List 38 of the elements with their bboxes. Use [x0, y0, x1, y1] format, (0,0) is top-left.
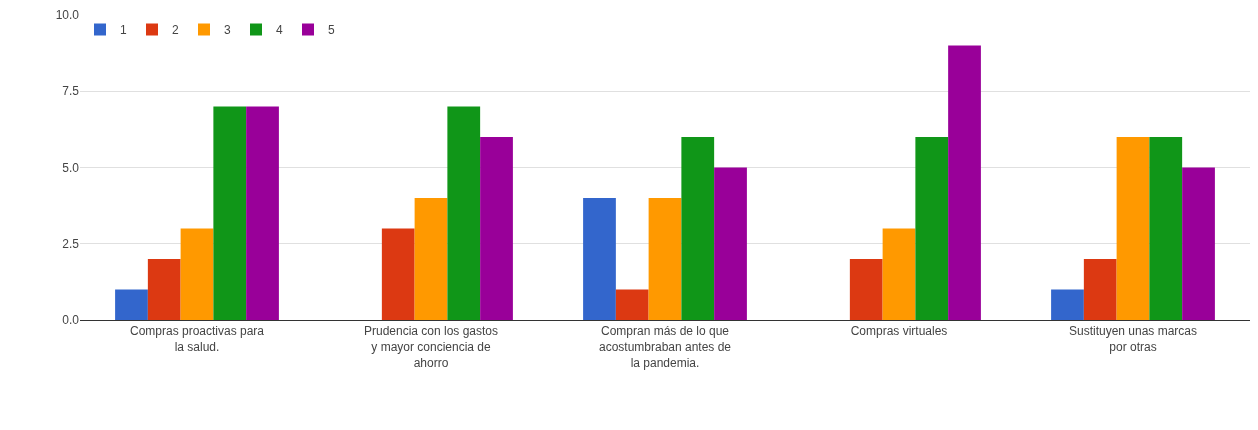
bar	[681, 137, 715, 320]
bar	[648, 198, 682, 320]
legend-label: 5	[328, 23, 335, 38]
y-tick-label: 10.0	[55, 8, 80, 23]
bar	[882, 228, 916, 320]
bar	[180, 228, 214, 320]
bar	[381, 228, 415, 320]
bar	[115, 289, 148, 320]
legend-label: 1	[120, 23, 127, 38]
bar	[480, 137, 513, 320]
y-tick-label: 0.0	[62, 313, 80, 328]
x-tick-label: Compras virtuales	[850, 324, 948, 339]
bar	[1051, 289, 1084, 320]
legend-label: 2	[172, 23, 179, 38]
y-tick-label: 7.5	[62, 84, 80, 99]
bar	[849, 259, 883, 320]
bar	[1083, 259, 1117, 320]
y-tick-label: 2.5	[62, 236, 80, 251]
x-tick-label: Compran más de lo que acostumbraban antes de la pandemia.	[598, 324, 732, 370]
legend-label: 4	[276, 23, 283, 38]
bar	[213, 106, 247, 320]
x-tick-label: Prudencia con los gastos y mayor conciencia de ahorro	[363, 324, 499, 370]
bar	[915, 137, 949, 320]
legend-label: 3	[224, 23, 231, 38]
bar	[1149, 137, 1183, 320]
bar	[246, 106, 279, 320]
bar	[447, 106, 481, 320]
bar	[615, 289, 649, 320]
x-tick-label: Sustituyen unas marcas por otras	[1068, 324, 1198, 354]
y-tick-label: 5.0	[62, 160, 80, 175]
bar	[1182, 167, 1215, 320]
bar	[948, 45, 981, 320]
bar	[583, 198, 616, 320]
bar	[714, 167, 747, 320]
bar	[147, 259, 181, 320]
bar	[1116, 137, 1150, 320]
x-tick-label: Compras proactivas para la salud.	[129, 324, 265, 354]
bar	[414, 198, 448, 320]
